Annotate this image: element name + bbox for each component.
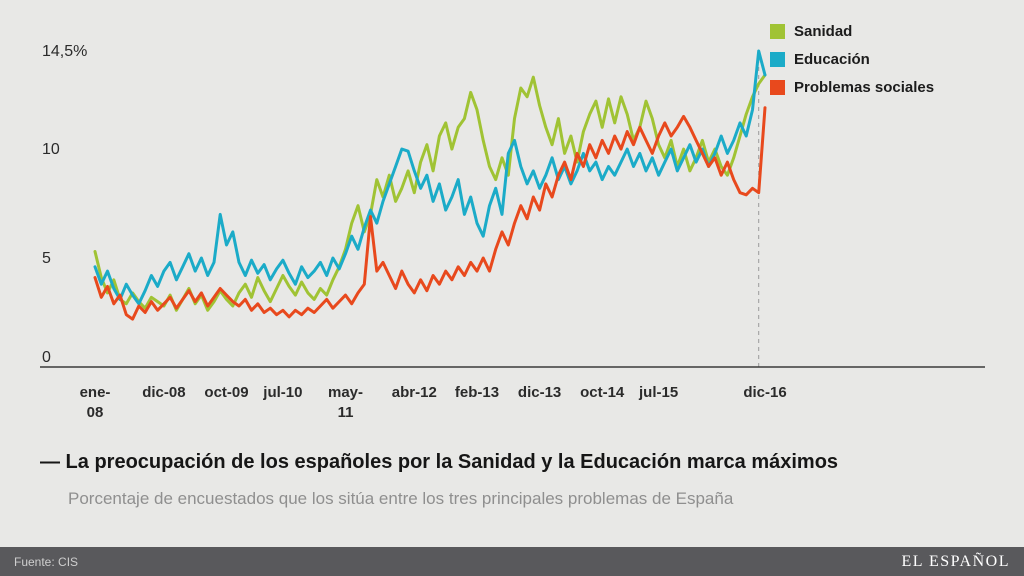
y-tick-label: 14,5% xyxy=(42,43,87,60)
legend-item-educaci-n: Educación xyxy=(770,50,934,68)
chart-subtitle: Porcentaje de encuestados que los sitúa … xyxy=(68,489,734,508)
x-tick-label: dic-13 xyxy=(518,384,561,401)
line-chart: 14,5% 10 5 0 ene- 08 dic-08 oct-09 jul-10 may- 11 a… xyxy=(40,43,985,421)
x-tick-label: oct-14 xyxy=(580,384,625,401)
series-line-sanidad xyxy=(93,73,767,312)
y-tick-label: 10 xyxy=(42,141,60,158)
x-tick-label: feb-13 xyxy=(455,384,499,401)
legend-item-problemas-sociales: Problemas sociales xyxy=(770,78,934,96)
x-tick-label: 08 xyxy=(87,404,104,421)
legend-swatch-educaci-n xyxy=(770,51,785,67)
y-tick-label: 5 xyxy=(42,250,51,267)
series-line-educaci-n xyxy=(93,49,767,306)
x-tick-label: dic-16 xyxy=(743,384,786,401)
x-tick-label: abr-12 xyxy=(392,384,437,401)
y-tick-label: 0 xyxy=(42,349,51,366)
footer-bar: Fuente: CIS EL ESPAÑOL xyxy=(0,547,1024,576)
caption: — La preocupación de los españoles por l… xyxy=(40,450,994,509)
legend-item-sanidad: Sanidad xyxy=(770,22,934,40)
chart-title: — La preocupación de los españoles por l… xyxy=(40,451,839,473)
legend-label-problemas-sociales: Problemas sociales xyxy=(794,78,935,96)
source-text: Fuente: CIS xyxy=(14,554,79,569)
x-tick-label: may- xyxy=(328,384,363,401)
chart-legend: Sanidad Educación Problemas sociales xyxy=(770,22,934,96)
legend-swatch-problemas-sociales xyxy=(770,79,785,95)
x-tick-label: jul-10 xyxy=(262,384,302,401)
x-tick-label: oct-09 xyxy=(204,384,248,401)
x-tick-label: dic-08 xyxy=(142,384,185,401)
series-line-problemas-sociales xyxy=(93,106,767,321)
x-tick-label: jul-15 xyxy=(638,384,678,401)
legend-swatch-sanidad xyxy=(770,23,785,39)
x-tick-label: 11 xyxy=(338,404,354,421)
legend-label-educaci-n: Educación xyxy=(794,50,870,68)
x-tick-label: ene- xyxy=(80,384,111,401)
legend-label-sanidad: Sanidad xyxy=(794,22,853,40)
brand-logo: EL ESPAÑOL xyxy=(901,552,1010,570)
